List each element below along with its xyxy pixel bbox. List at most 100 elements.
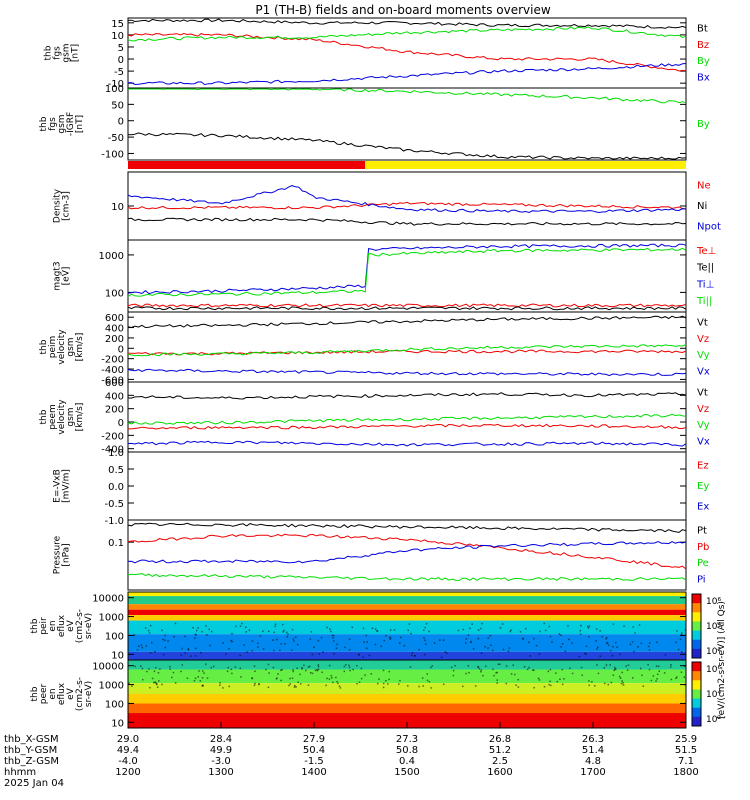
spectrogram-speckle [385, 634, 387, 637]
spectrogram-speckle [230, 668, 233, 671]
spectrogram-speckle [316, 669, 319, 672]
spectrogram-speckle [648, 649, 651, 651]
spectrogram-speckle [141, 646, 144, 649]
spectrogram-speckle [201, 630, 203, 633]
y-axis-label: gsm [66, 337, 76, 356]
spectrogram-speckle [558, 633, 561, 635]
plot-title: P1 (TH-B) fields and on-board moments ov… [255, 3, 551, 17]
spectrogram-speckle [281, 668, 283, 671]
spectrogram-speckle [210, 630, 213, 633]
spectrogram-speckle [351, 626, 353, 629]
spectrogram-speckle [154, 681, 156, 683]
spectrogram-speckle [620, 682, 623, 685]
spectrogram-speckle [632, 626, 634, 628]
spectrogram-speckle [148, 632, 151, 634]
spectrogram-speckle [502, 648, 505, 651]
spectrogram-speckle [477, 629, 480, 631]
spectrogram-speckle [164, 639, 166, 642]
series-line-Vy [127, 413, 687, 425]
spectrogram-speckle [205, 663, 207, 665]
spectrogram-speckle [388, 678, 390, 681]
x-row-label: thb_Z-GSM [4, 756, 59, 767]
spectrogram-speckle [559, 678, 561, 680]
spectrogram-speckle [161, 683, 163, 686]
panel-9: 0.1 Pressure [nPa] Pt Pb Pe Pi [53, 519, 709, 591]
legend-entry: Npot [697, 222, 721, 233]
spectrogram-speckle [596, 664, 598, 666]
spectrogram-speckle [497, 663, 500, 666]
spectrogram-speckle [670, 664, 672, 666]
spectrogram-speckle [336, 643, 338, 645]
spectrogram-speckle [648, 668, 651, 671]
spectrogram-speckle [588, 625, 591, 627]
y-axis-label: (cm2-s- [75, 609, 85, 643]
spectrogram-speckle [487, 637, 490, 639]
y-axis-label: gsm [66, 407, 76, 426]
spectrogram-speckle [393, 629, 396, 631]
spectrogram-speckle [133, 634, 136, 636]
spectrogram-speckle [468, 671, 470, 674]
spectrogram-speckle [194, 655, 197, 657]
spectrogram-speckle [144, 627, 147, 629]
series-line-Vx [127, 368, 687, 377]
spectrogram-speckle [680, 632, 683, 634]
spectrogram-speckle [349, 669, 351, 672]
spectrogram-speckle [147, 629, 150, 632]
spectrogram-speckle [181, 647, 183, 650]
spectrogram-speckle [225, 653, 227, 655]
spectrogram-speckle [296, 643, 299, 646]
spectrogram-speckle [173, 635, 175, 638]
spectrogram-speckle [205, 625, 207, 627]
x-axis-labels: 29.0 28.4 27.9 27.3 26.8 26.3 25.9 49.4 49.9 50.4… [4, 722, 699, 789]
spectrogram-speckle [464, 642, 467, 644]
y-tick-label: 10 [111, 718, 124, 729]
spectrogram-speckle [452, 674, 455, 677]
spectrogram-speckle [452, 669, 455, 672]
spectrogram-band-2 [128, 596, 686, 605]
spectrogram-speckle [495, 672, 497, 674]
x-tick-label: 27.3 [396, 734, 418, 745]
colorbar-electron-step [692, 698, 701, 709]
spectrogram-band-3 [128, 604, 686, 610]
spectrogram-speckle [362, 656, 365, 659]
spectrogram-speckle [136, 649, 139, 651]
spectrogram-speckle [465, 672, 467, 675]
spectrogram-speckle [187, 648, 190, 651]
spectrogram-speckle [128, 682, 130, 684]
spectrogram-speckle [348, 664, 350, 667]
spectrogram-speckle [195, 647, 197, 650]
y-axis-label: sr-eV) [84, 613, 94, 639]
spectrogram-speckle [482, 674, 484, 677]
y-tick-label: -100 [101, 149, 124, 160]
spectrogram-speckle [348, 649, 351, 651]
spectrogram-band-5 [128, 615, 686, 621]
spectrogram-speckle [299, 683, 302, 685]
spectrogram-speckle [508, 647, 511, 649]
spectrogram-speckle [474, 685, 477, 687]
y-axis-label: [km/s] [75, 333, 85, 362]
spectrogram-band-1 [128, 592, 686, 597]
spectrogram-speckle [131, 685, 133, 687]
spectrogram-speckle [366, 641, 368, 643]
spectrogram-speckle [658, 670, 661, 672]
spectrogram-speckle [142, 678, 144, 681]
spectrogram-speckle [470, 640, 472, 643]
spectrogram-speckle [579, 633, 582, 635]
spectrogram-speckle [288, 684, 290, 687]
spectrogram-speckle [376, 630, 378, 632]
spectrogram-speckle [155, 682, 157, 684]
spectrogram-speckle [599, 655, 602, 658]
spectrogram-speckle [317, 665, 320, 668]
y-axis-label: [nT] [75, 115, 85, 133]
x-tick-label: 1400 [301, 767, 326, 778]
y-tick-label: 100 [105, 631, 124, 642]
spectrogram-speckle [489, 634, 492, 637]
spectrogram-speckle [378, 678, 380, 680]
spectrogram-speckle [184, 652, 186, 654]
series-line-Ti⊥ [127, 243, 687, 295]
spectrogram-speckle [295, 636, 297, 639]
spectrogram-speckle [259, 635, 262, 637]
spectrogram-speckle [380, 645, 382, 647]
spectrogram-speckle [153, 681, 155, 684]
x-tick-label: 51.5 [675, 745, 697, 756]
